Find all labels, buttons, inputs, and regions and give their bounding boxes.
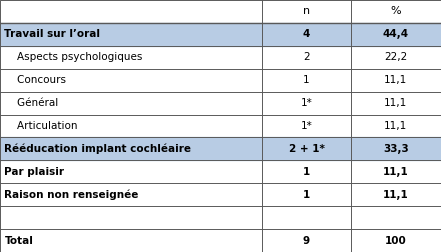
Text: 11,1: 11,1	[384, 121, 407, 131]
Text: 1*: 1*	[301, 98, 312, 108]
Text: 2: 2	[303, 52, 310, 62]
Text: 11,1: 11,1	[384, 98, 407, 108]
Text: 1: 1	[303, 75, 310, 85]
Text: 100: 100	[385, 236, 407, 245]
Text: 11,1: 11,1	[383, 167, 409, 177]
Text: 11,1: 11,1	[384, 75, 407, 85]
Text: Travail sur l’oral: Travail sur l’oral	[4, 29, 101, 39]
Text: Total: Total	[4, 236, 33, 245]
Text: 1*: 1*	[301, 121, 312, 131]
Text: Général: Général	[4, 98, 59, 108]
Text: 44,4: 44,4	[383, 29, 409, 39]
Text: Rééducation implant cochléaire: Rééducation implant cochléaire	[4, 144, 191, 154]
Text: %: %	[390, 7, 401, 16]
Text: 22,2: 22,2	[384, 52, 407, 62]
Text: 1: 1	[303, 167, 310, 177]
Text: 4: 4	[303, 29, 310, 39]
Text: Articulation: Articulation	[4, 121, 78, 131]
Text: Raison non renseignée: Raison non renseignée	[4, 190, 139, 200]
Text: 33,3: 33,3	[383, 144, 409, 154]
Text: 9: 9	[303, 236, 310, 245]
Text: 11,1: 11,1	[383, 190, 409, 200]
Text: 2 + 1*: 2 + 1*	[288, 144, 325, 154]
Bar	[0, 137, 441, 160]
Text: n: n	[303, 7, 310, 16]
Text: 1: 1	[303, 190, 310, 200]
Bar	[0, 23, 441, 46]
Text: Aspects psychologiques: Aspects psychologiques	[4, 52, 143, 62]
Text: Par plaisir: Par plaisir	[4, 167, 64, 177]
Text: Concours: Concours	[4, 75, 67, 85]
